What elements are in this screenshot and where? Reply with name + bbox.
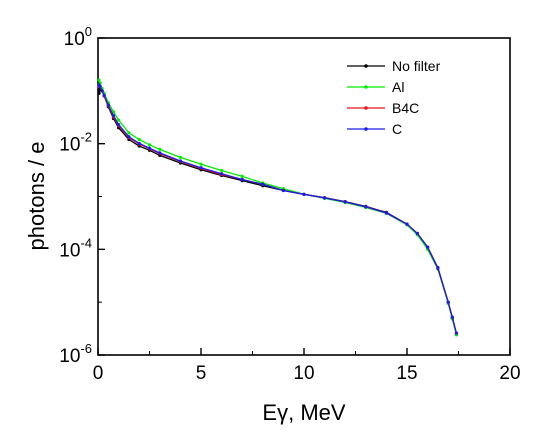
ticks-layer: 0 5 10 15 20 100 10-2 10-4 10-6 bbox=[59, 24, 520, 384]
data-point bbox=[405, 222, 409, 226]
data-point bbox=[158, 151, 162, 155]
x-tick-label: 15 bbox=[396, 363, 417, 384]
data-point bbox=[415, 231, 419, 236]
legend-marker bbox=[364, 64, 368, 68]
series-line-1 bbox=[98, 79, 458, 336]
legend-label: B4C bbox=[392, 100, 419, 116]
data-point bbox=[240, 177, 244, 182]
data-point bbox=[137, 141, 141, 146]
data-point bbox=[127, 135, 131, 139]
data-point bbox=[446, 300, 450, 304]
legend-label: C bbox=[392, 121, 402, 137]
data-point bbox=[102, 93, 106, 97]
legend-marker bbox=[364, 106, 368, 110]
data-point bbox=[364, 205, 368, 209]
data-point bbox=[178, 155, 182, 159]
data-point bbox=[281, 188, 285, 193]
data-point bbox=[220, 172, 224, 176]
data-point bbox=[127, 131, 131, 135]
data-point bbox=[302, 192, 306, 196]
data-point bbox=[137, 137, 141, 142]
y-tick-label: 10-2 bbox=[59, 130, 92, 156]
data-point bbox=[97, 91, 101, 95]
data-point bbox=[220, 168, 224, 173]
series-layer bbox=[97, 78, 459, 337]
data-point bbox=[384, 211, 388, 215]
legend-marker bbox=[364, 127, 368, 131]
legend-label: No filter bbox=[392, 58, 441, 74]
legend-label: Al bbox=[392, 79, 404, 95]
x-tick-label: 0 bbox=[93, 363, 104, 384]
series-line-0 bbox=[98, 87, 458, 335]
data-point bbox=[147, 143, 152, 147]
x-tick-label: 20 bbox=[499, 363, 520, 384]
legend: No filter Al B4C C bbox=[347, 58, 441, 137]
data-point bbox=[454, 331, 459, 335]
data-point bbox=[158, 147, 162, 151]
y-tick-label: 10-4 bbox=[59, 235, 92, 261]
y-tick-label: 100 bbox=[64, 24, 92, 50]
x-axis-title: Eγ, MeV bbox=[262, 400, 345, 425]
plot-frame bbox=[97, 37, 511, 356]
x-tick-label: 10 bbox=[293, 363, 314, 384]
data-point bbox=[323, 196, 327, 200]
y-axis-title: photons / e bbox=[24, 142, 49, 251]
data-point bbox=[199, 162, 203, 166]
y-tick-label: 10-6 bbox=[59, 341, 92, 367]
series-line-2 bbox=[99, 85, 458, 334]
data-point bbox=[450, 315, 454, 319]
data-point bbox=[426, 245, 430, 249]
data-point bbox=[178, 159, 182, 163]
data-point bbox=[199, 166, 203, 170]
x-tick-label: 5 bbox=[196, 363, 207, 384]
legend-marker bbox=[364, 85, 368, 89]
data-point bbox=[147, 146, 152, 150]
data-point bbox=[240, 174, 244, 179]
data-point bbox=[111, 113, 116, 118]
data-point bbox=[106, 103, 110, 107]
data-point bbox=[343, 200, 347, 204]
data-point bbox=[117, 122, 121, 127]
data-point bbox=[117, 118, 121, 122]
data-point bbox=[436, 266, 440, 270]
data-point bbox=[100, 89, 104, 93]
data-point bbox=[97, 78, 101, 82]
data-point bbox=[98, 85, 102, 89]
series-line-3 bbox=[98, 84, 458, 334]
data-point bbox=[261, 182, 265, 186]
